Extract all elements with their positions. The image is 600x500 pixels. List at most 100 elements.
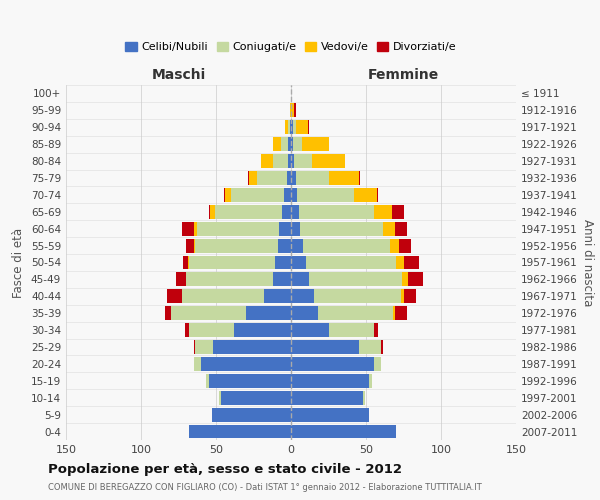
Bar <box>293 120 296 134</box>
Bar <box>359 340 381 354</box>
Bar <box>381 340 383 354</box>
Bar <box>193 340 195 354</box>
Bar <box>318 306 393 320</box>
Bar <box>201 357 291 371</box>
Bar <box>287 171 291 185</box>
Bar <box>210 205 215 218</box>
Bar <box>291 238 303 252</box>
Bar <box>273 272 291 286</box>
Bar <box>402 272 408 286</box>
Bar <box>393 306 395 320</box>
Bar <box>221 391 291 404</box>
Bar <box>189 256 275 270</box>
Bar <box>186 238 193 252</box>
Bar <box>231 188 284 202</box>
Bar <box>277 238 291 252</box>
Bar <box>167 290 182 303</box>
Bar <box>183 256 187 270</box>
Bar <box>291 374 369 388</box>
Bar <box>219 391 221 404</box>
Bar <box>291 104 294 118</box>
Bar <box>285 120 288 134</box>
Bar <box>205 374 209 388</box>
Bar <box>314 290 401 303</box>
Bar <box>359 171 360 185</box>
Bar <box>246 306 291 320</box>
Bar <box>354 188 377 202</box>
Bar <box>279 222 291 235</box>
Bar <box>197 222 279 235</box>
Bar <box>291 357 373 371</box>
Bar <box>293 137 302 151</box>
Bar <box>290 120 291 134</box>
Bar <box>189 424 291 438</box>
Bar <box>185 323 189 337</box>
Bar <box>215 205 282 218</box>
Bar <box>257 171 287 185</box>
Bar <box>291 323 329 337</box>
Bar <box>212 408 291 422</box>
Bar <box>291 222 300 235</box>
Bar <box>383 222 395 235</box>
Bar <box>408 272 423 286</box>
Bar <box>302 137 329 151</box>
Bar <box>189 323 234 337</box>
Bar <box>264 290 291 303</box>
Bar <box>273 137 281 151</box>
Bar <box>193 222 197 235</box>
Bar <box>395 306 407 320</box>
Bar <box>291 120 293 134</box>
Bar <box>369 374 372 388</box>
Bar <box>309 272 402 286</box>
Bar <box>363 391 365 404</box>
Y-axis label: Anni di nascita: Anni di nascita <box>581 219 594 306</box>
Bar <box>291 137 293 151</box>
Bar <box>291 188 297 202</box>
Bar <box>404 256 419 270</box>
Bar <box>223 188 225 202</box>
Bar <box>303 238 390 252</box>
Bar <box>213 340 291 354</box>
Text: Maschi: Maschi <box>151 68 206 82</box>
Bar <box>373 323 378 337</box>
Bar <box>209 205 210 218</box>
Bar <box>176 272 186 286</box>
Bar <box>373 205 392 218</box>
Bar <box>300 222 383 235</box>
Bar <box>193 357 201 371</box>
Bar <box>291 256 306 270</box>
Bar <box>187 256 189 270</box>
Bar <box>291 154 294 168</box>
Bar <box>399 238 411 252</box>
Bar <box>195 340 213 354</box>
Bar <box>296 171 329 185</box>
Bar <box>291 306 318 320</box>
Bar <box>294 154 312 168</box>
Bar <box>373 357 381 371</box>
Bar <box>195 238 277 252</box>
Bar <box>249 171 257 185</box>
Bar <box>288 120 290 134</box>
Bar <box>395 222 407 235</box>
Bar <box>401 290 404 303</box>
Bar <box>306 256 396 270</box>
Bar <box>281 137 288 151</box>
Bar <box>392 205 404 218</box>
Bar <box>171 306 246 320</box>
Bar <box>329 323 373 337</box>
Bar <box>186 272 273 286</box>
Bar <box>396 256 404 270</box>
Bar <box>288 137 291 151</box>
Bar <box>294 104 296 118</box>
Bar <box>377 188 378 202</box>
Bar <box>291 424 396 438</box>
Bar <box>308 120 309 134</box>
Bar <box>291 171 296 185</box>
Bar <box>291 340 359 354</box>
Bar <box>291 391 363 404</box>
Bar <box>296 120 308 134</box>
Bar <box>312 154 345 168</box>
Bar <box>284 188 291 202</box>
Text: Popolazione per età, sesso e stato civile - 2012: Popolazione per età, sesso e stato civil… <box>48 462 402 475</box>
Bar <box>297 188 354 202</box>
